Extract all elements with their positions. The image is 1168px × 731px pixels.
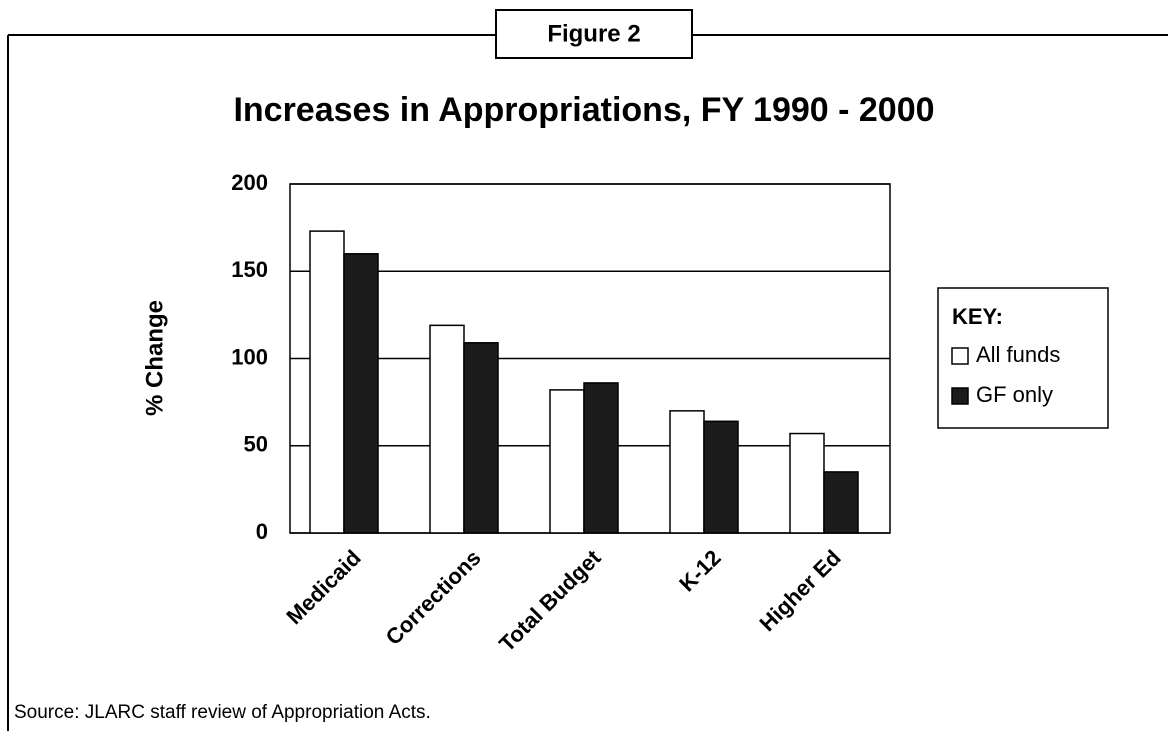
legend-label: All funds	[976, 342, 1060, 367]
figure-label: Figure 2	[547, 20, 640, 47]
bar	[549, 389, 585, 534]
bar	[463, 342, 499, 534]
x-tick-label: K-12	[674, 545, 725, 596]
y-tick-label: 150	[231, 257, 268, 282]
bar	[789, 432, 825, 534]
bar	[823, 471, 859, 534]
bar	[703, 420, 739, 534]
legend-swatch	[951, 387, 969, 405]
y-tick-label: 200	[231, 170, 268, 195]
x-tick-label: Medicaid	[281, 545, 365, 629]
figure-box	[495, 9, 693, 59]
y-tick-label: 100	[231, 344, 268, 369]
chart-title: Increases in Appropriations, FY 1990 - 2…	[233, 91, 934, 129]
source: Source: JLARC staff review of Appropriat…	[14, 702, 431, 723]
legend-label: GF only	[976, 382, 1053, 407]
x-tick-label: Higher Ed	[754, 545, 845, 636]
y-tick-label: 50	[244, 432, 268, 457]
bar	[343, 253, 379, 534]
legend-title: KEY:	[952, 304, 1003, 329]
bar	[309, 230, 345, 534]
bar	[583, 382, 619, 534]
y-axis-label: % Change	[141, 300, 168, 416]
bar	[429, 324, 465, 534]
bar	[669, 410, 705, 534]
legend-swatch	[951, 347, 969, 365]
y-tick-label: 0	[256, 519, 268, 544]
x-tick-label: Corrections	[381, 545, 486, 650]
x-tick-label: Total Budget	[494, 544, 606, 656]
